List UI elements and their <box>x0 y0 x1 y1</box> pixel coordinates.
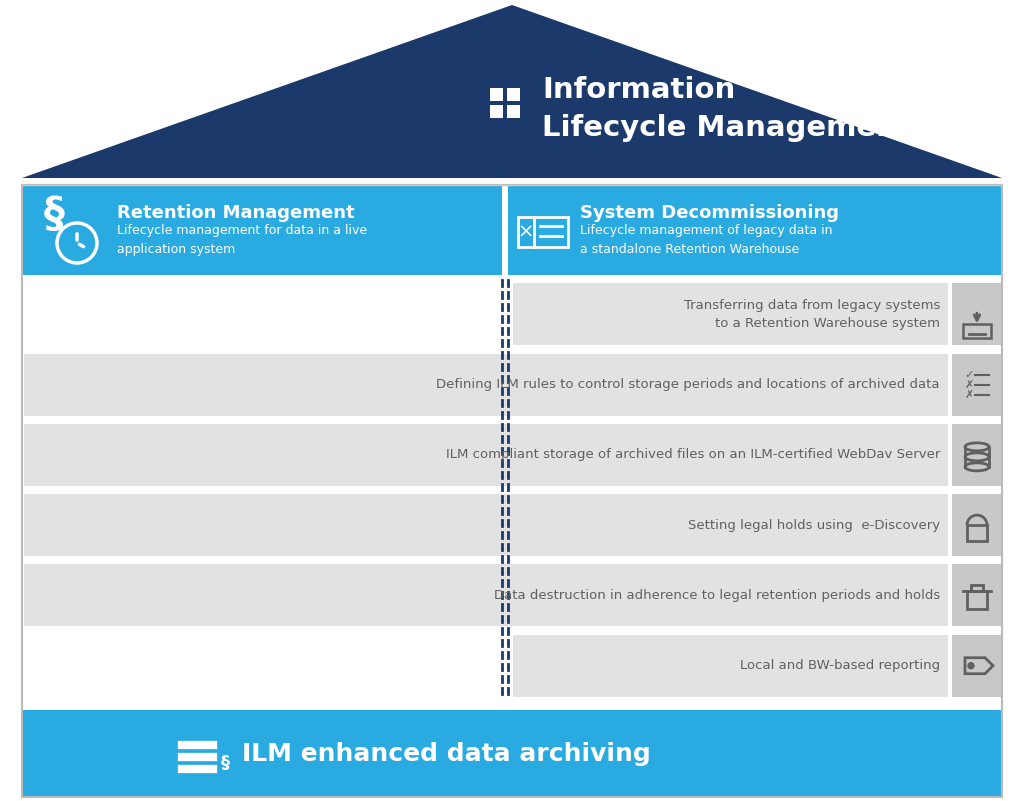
Bar <box>967 591 987 610</box>
Bar <box>513 634 948 697</box>
Bar <box>507 88 520 101</box>
Bar <box>177 763 217 772</box>
Bar <box>490 105 503 118</box>
Text: §: § <box>44 194 65 236</box>
Bar <box>513 284 948 345</box>
Text: §: § <box>220 755 229 772</box>
Text: Lifecycle management for data in a live
application system: Lifecycle management for data in a live … <box>117 224 368 256</box>
Bar <box>177 751 217 760</box>
Text: Local and BW-based reporting: Local and BW-based reporting <box>740 659 940 672</box>
Polygon shape <box>22 5 1002 178</box>
Text: ILM enhanced data archiving: ILM enhanced data archiving <box>242 742 650 766</box>
Bar <box>952 424 1002 486</box>
Text: Transferring data from legacy systems
to a Retention Warehouse system: Transferring data from legacy systems to… <box>684 299 940 330</box>
Bar <box>952 634 1002 697</box>
Bar <box>22 185 502 275</box>
Bar <box>22 710 1002 797</box>
Bar <box>963 324 991 338</box>
Bar <box>508 185 1002 275</box>
Text: ✓: ✓ <box>965 369 974 380</box>
Text: ILM compliant storage of archived files on an ILM-certified WebDav Server: ILM compliant storage of archived files … <box>445 449 940 461</box>
Text: Defining ILM rules to control storage periods and locations of archived data: Defining ILM rules to control storage pe… <box>436 378 940 391</box>
Bar <box>22 185 1002 797</box>
Bar <box>952 494 1002 556</box>
Bar <box>24 494 948 556</box>
Text: ×: × <box>518 223 535 241</box>
Bar <box>490 88 503 101</box>
Text: Lifecycle Management (ILM): Lifecycle Management (ILM) <box>542 114 1006 142</box>
Text: Lifecycle management of legacy data in
a standalone Retention Warehouse: Lifecycle management of legacy data in a… <box>580 224 833 256</box>
Text: Data destruction in adherence to legal retention periods and holds: Data destruction in adherence to legal r… <box>494 589 940 602</box>
Circle shape <box>968 662 974 669</box>
Bar <box>518 217 568 247</box>
Bar <box>507 105 520 118</box>
Bar <box>952 565 1002 626</box>
Bar <box>967 525 987 541</box>
Text: ✗: ✗ <box>965 389 974 400</box>
Bar <box>177 739 217 748</box>
Bar <box>22 185 1002 797</box>
Bar <box>952 284 1002 345</box>
Text: Retention Management: Retention Management <box>117 204 354 222</box>
Text: ✗: ✗ <box>965 380 974 389</box>
Text: Setting legal holds using  e-Discovery: Setting legal holds using e-Discovery <box>688 518 940 532</box>
Text: System Decommissioning: System Decommissioning <box>580 204 839 222</box>
Bar <box>24 565 948 626</box>
Bar <box>24 353 948 416</box>
Bar <box>24 424 948 486</box>
Text: Information: Information <box>542 76 735 104</box>
Bar <box>952 353 1002 416</box>
